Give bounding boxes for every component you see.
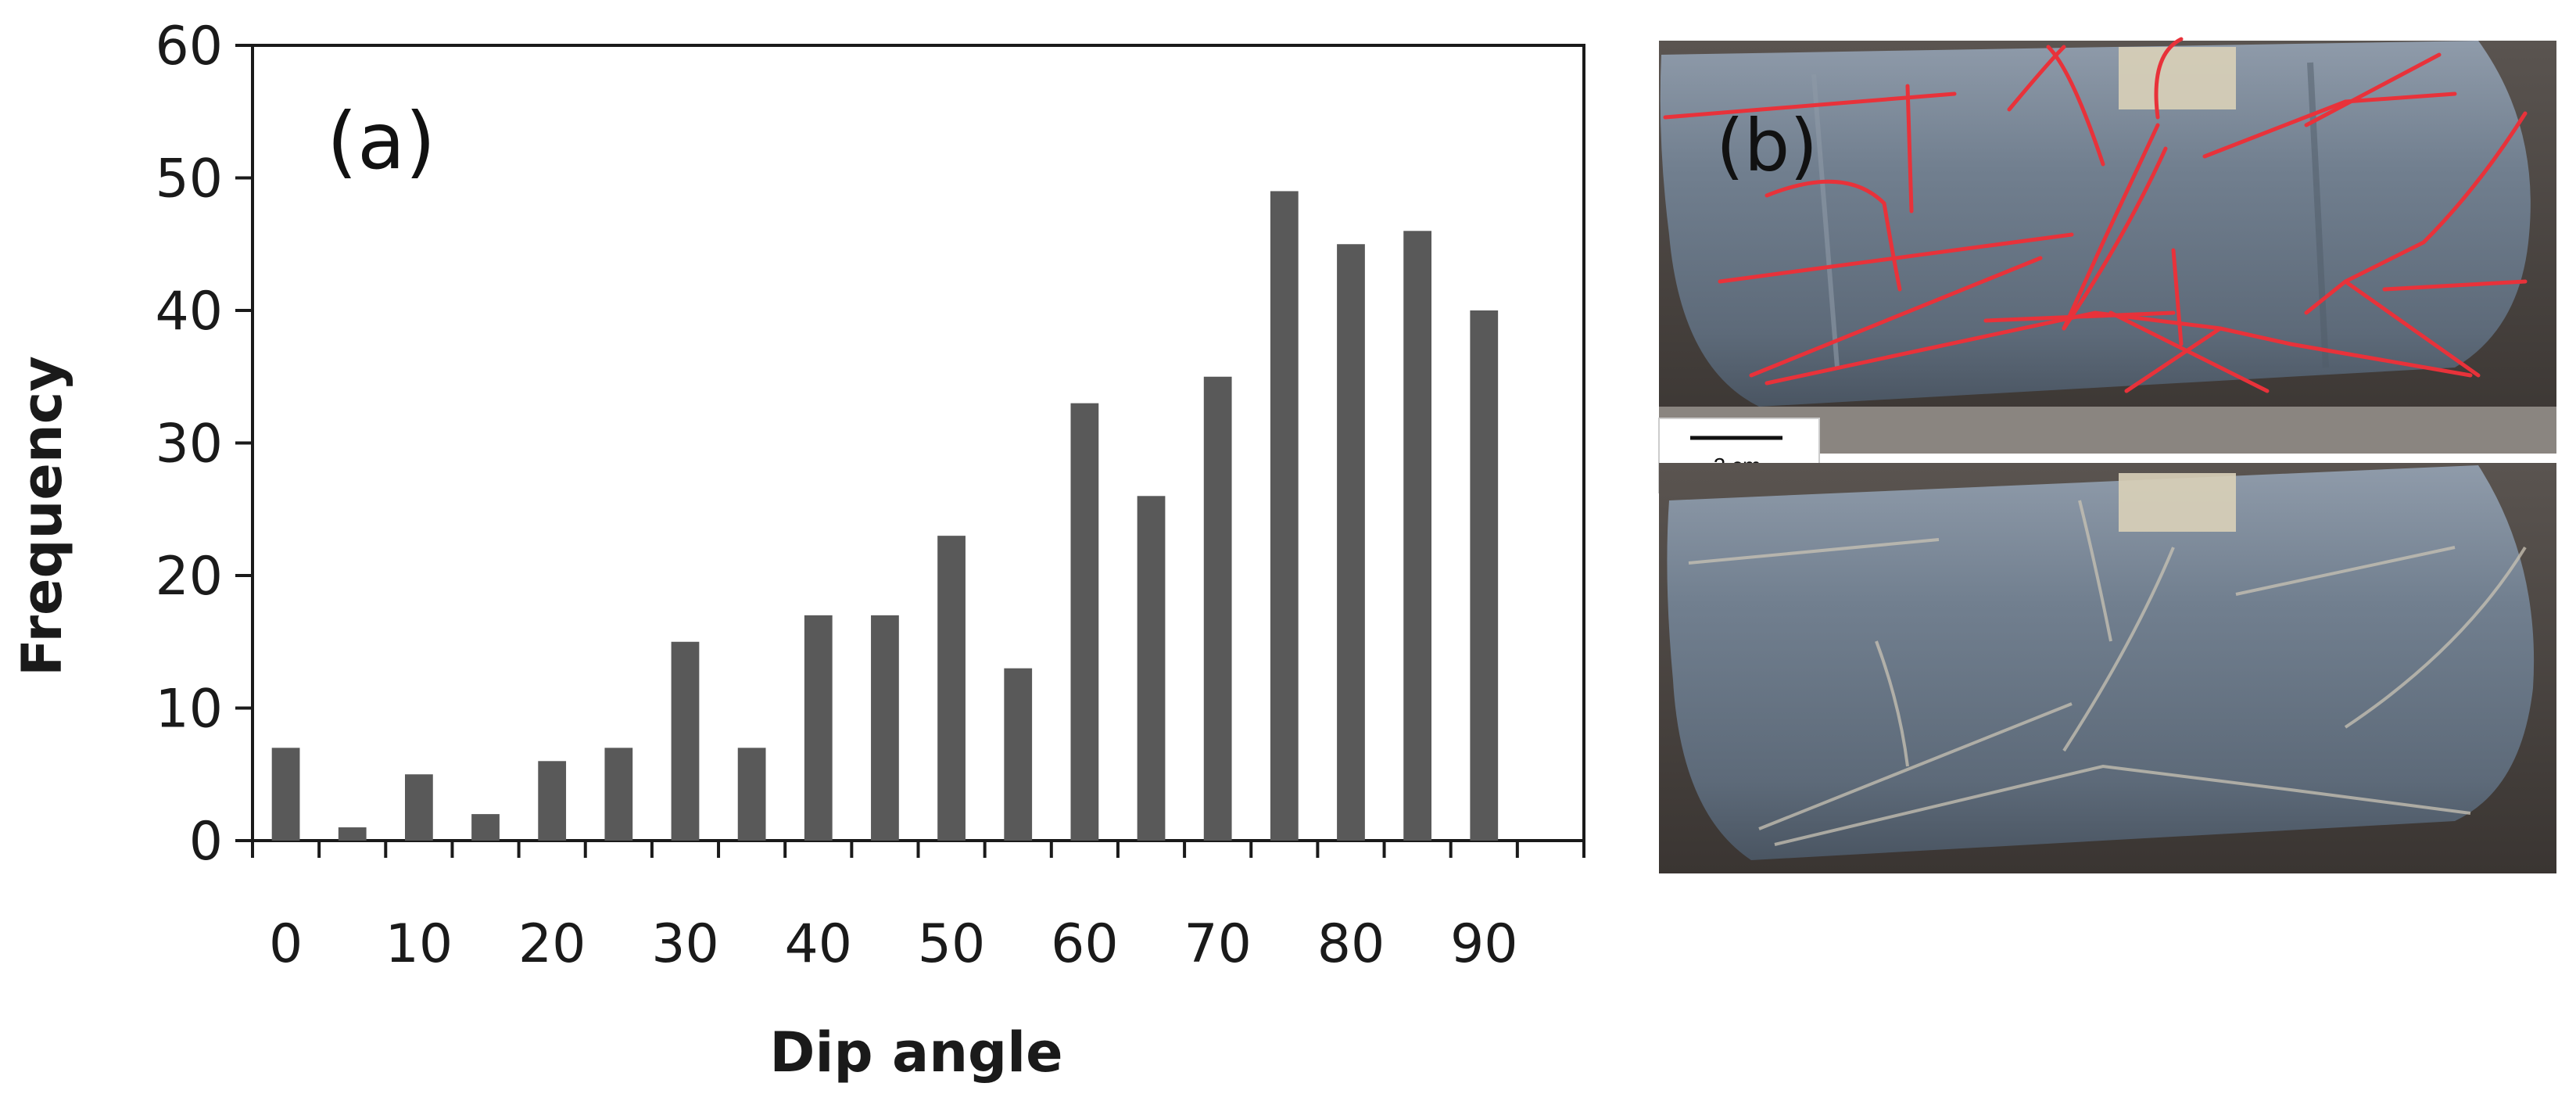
core-photo-traced <box>1659 37 2556 454</box>
x-tick-label-10: 10 <box>385 913 453 975</box>
x-tick-label-80: 80 <box>1317 913 1385 975</box>
core-photo-raw <box>1659 463 2556 873</box>
fracture-traces <box>1663 37 2528 393</box>
x-axis-ticks <box>251 841 1585 858</box>
bar-30 <box>671 641 700 841</box>
y-tick-label-10: 10 <box>155 679 223 741</box>
bar-5 <box>338 827 367 841</box>
bar-35 <box>737 748 766 841</box>
x-tick-label-90: 90 <box>1450 913 1518 975</box>
panel-label-a: (a) <box>327 95 435 187</box>
panel-label-b: (b) <box>1716 104 1818 188</box>
bar-80 <box>1337 244 1365 841</box>
y-tick-label-20: 20 <box>155 546 223 608</box>
x-tick-label-30: 30 <box>651 913 719 975</box>
bar-65 <box>1137 496 1166 841</box>
y-tick-label-0: 0 <box>189 811 223 873</box>
core-photo-panel: 2 cm (b) <box>1658 37 2556 873</box>
y-axis-ticks <box>235 44 253 842</box>
x-axis-tick-labels: 0 10 20 30 40 50 60 70 80 90 <box>269 913 1518 975</box>
bars-group <box>271 191 1499 841</box>
bar-50 <box>937 536 966 841</box>
y-tick-label-60: 60 <box>155 16 223 77</box>
y-axis-title: Frequency <box>10 356 74 676</box>
plot-area-frame <box>251 44 1585 842</box>
bar-15 <box>471 814 500 841</box>
x-tick-label-0: 0 <box>269 913 303 975</box>
bar-90 <box>1470 310 1499 841</box>
bar-10 <box>404 774 433 841</box>
x-axis-title: Dip angle <box>769 1020 1062 1085</box>
bar-85 <box>1403 231 1432 841</box>
y-tick-label-40: 40 <box>155 281 223 342</box>
bar-60 <box>1070 403 1099 841</box>
bar-45 <box>871 615 899 841</box>
histogram-chart: 0 10 20 30 40 50 60 0 10 20 30 40 50 60 70 80 90 Dip an… <box>10 16 1585 1085</box>
bar-20 <box>538 761 567 841</box>
y-axis-tick-labels: 0 10 20 30 40 50 60 <box>155 16 223 873</box>
x-tick-label-50: 50 <box>918 913 986 975</box>
x-tick-label-40: 40 <box>785 913 853 975</box>
bar-75 <box>1270 191 1299 841</box>
bar-55 <box>1004 668 1033 841</box>
x-tick-label-20: 20 <box>518 913 586 975</box>
y-tick-label-30: 30 <box>155 414 223 475</box>
y-tick-label-50: 50 <box>155 149 223 210</box>
x-tick-label-70: 70 <box>1184 913 1252 975</box>
bar-40 <box>804 615 833 841</box>
bar-0 <box>271 748 300 841</box>
bar-70 <box>1203 376 1232 841</box>
bar-25 <box>604 748 633 841</box>
x-tick-label-60: 60 <box>1051 913 1119 975</box>
